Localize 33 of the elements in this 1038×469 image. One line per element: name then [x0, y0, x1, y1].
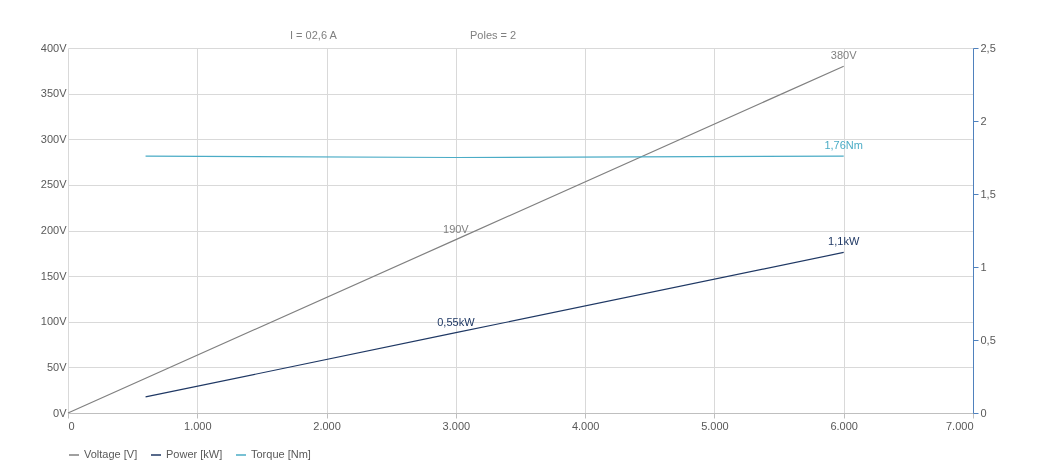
x-tick-label: 2.000 — [313, 419, 341, 432]
text: Poles = 2 — [470, 29, 517, 41]
y-tick-label: 150V — [40, 269, 68, 282]
text: I = 02,6 A — [290, 29, 338, 41]
legend-label: Torque [Nm] — [251, 448, 311, 460]
data-label: 190V — [443, 222, 470, 235]
y-tick-label: 400V — [40, 41, 68, 54]
data-label: 1,1kW — [828, 235, 860, 248]
x-tick-label: 3.000 — [442, 419, 471, 432]
x-tick-label: 1.000 — [184, 419, 212, 432]
legend-label: Power [kW] — [166, 448, 223, 460]
y-tick-label: 200V — [40, 224, 68, 236]
y-tick-label: 300V — [40, 132, 68, 145]
legend-label: Voltage [V] — [84, 448, 138, 460]
y-tick-label: 250V — [40, 178, 68, 191]
data-label: 1,76Nm — [824, 139, 863, 152]
x-tick-label: 0 — [68, 419, 75, 432]
y-tick-label: 50V — [46, 360, 68, 373]
data-label: 0,55kW — [437, 315, 476, 328]
y-tick-label: 350V — [40, 87, 68, 100]
x-tick-label: 6.000 — [830, 419, 858, 432]
y2-tick-label: 0,5 — [980, 333, 996, 346]
y-tick-label: 100V — [40, 315, 68, 328]
y2-tick-label: 1,5 — [980, 187, 996, 200]
y2-tick-label: 1 — [980, 260, 987, 273]
y2-tick-label: 0 — [980, 406, 987, 419]
x-tick-label: 4.000 — [571, 419, 600, 432]
data-label: 380V — [830, 49, 858, 62]
y2-tick-label: 2 — [980, 114, 987, 127]
y-tick-label: 0V — [53, 406, 68, 419]
y2-tick-label: 2,5 — [980, 41, 996, 54]
x-tick-label: 7.000 — [945, 419, 974, 432]
x-tick-label: 5.000 — [701, 419, 729, 432]
